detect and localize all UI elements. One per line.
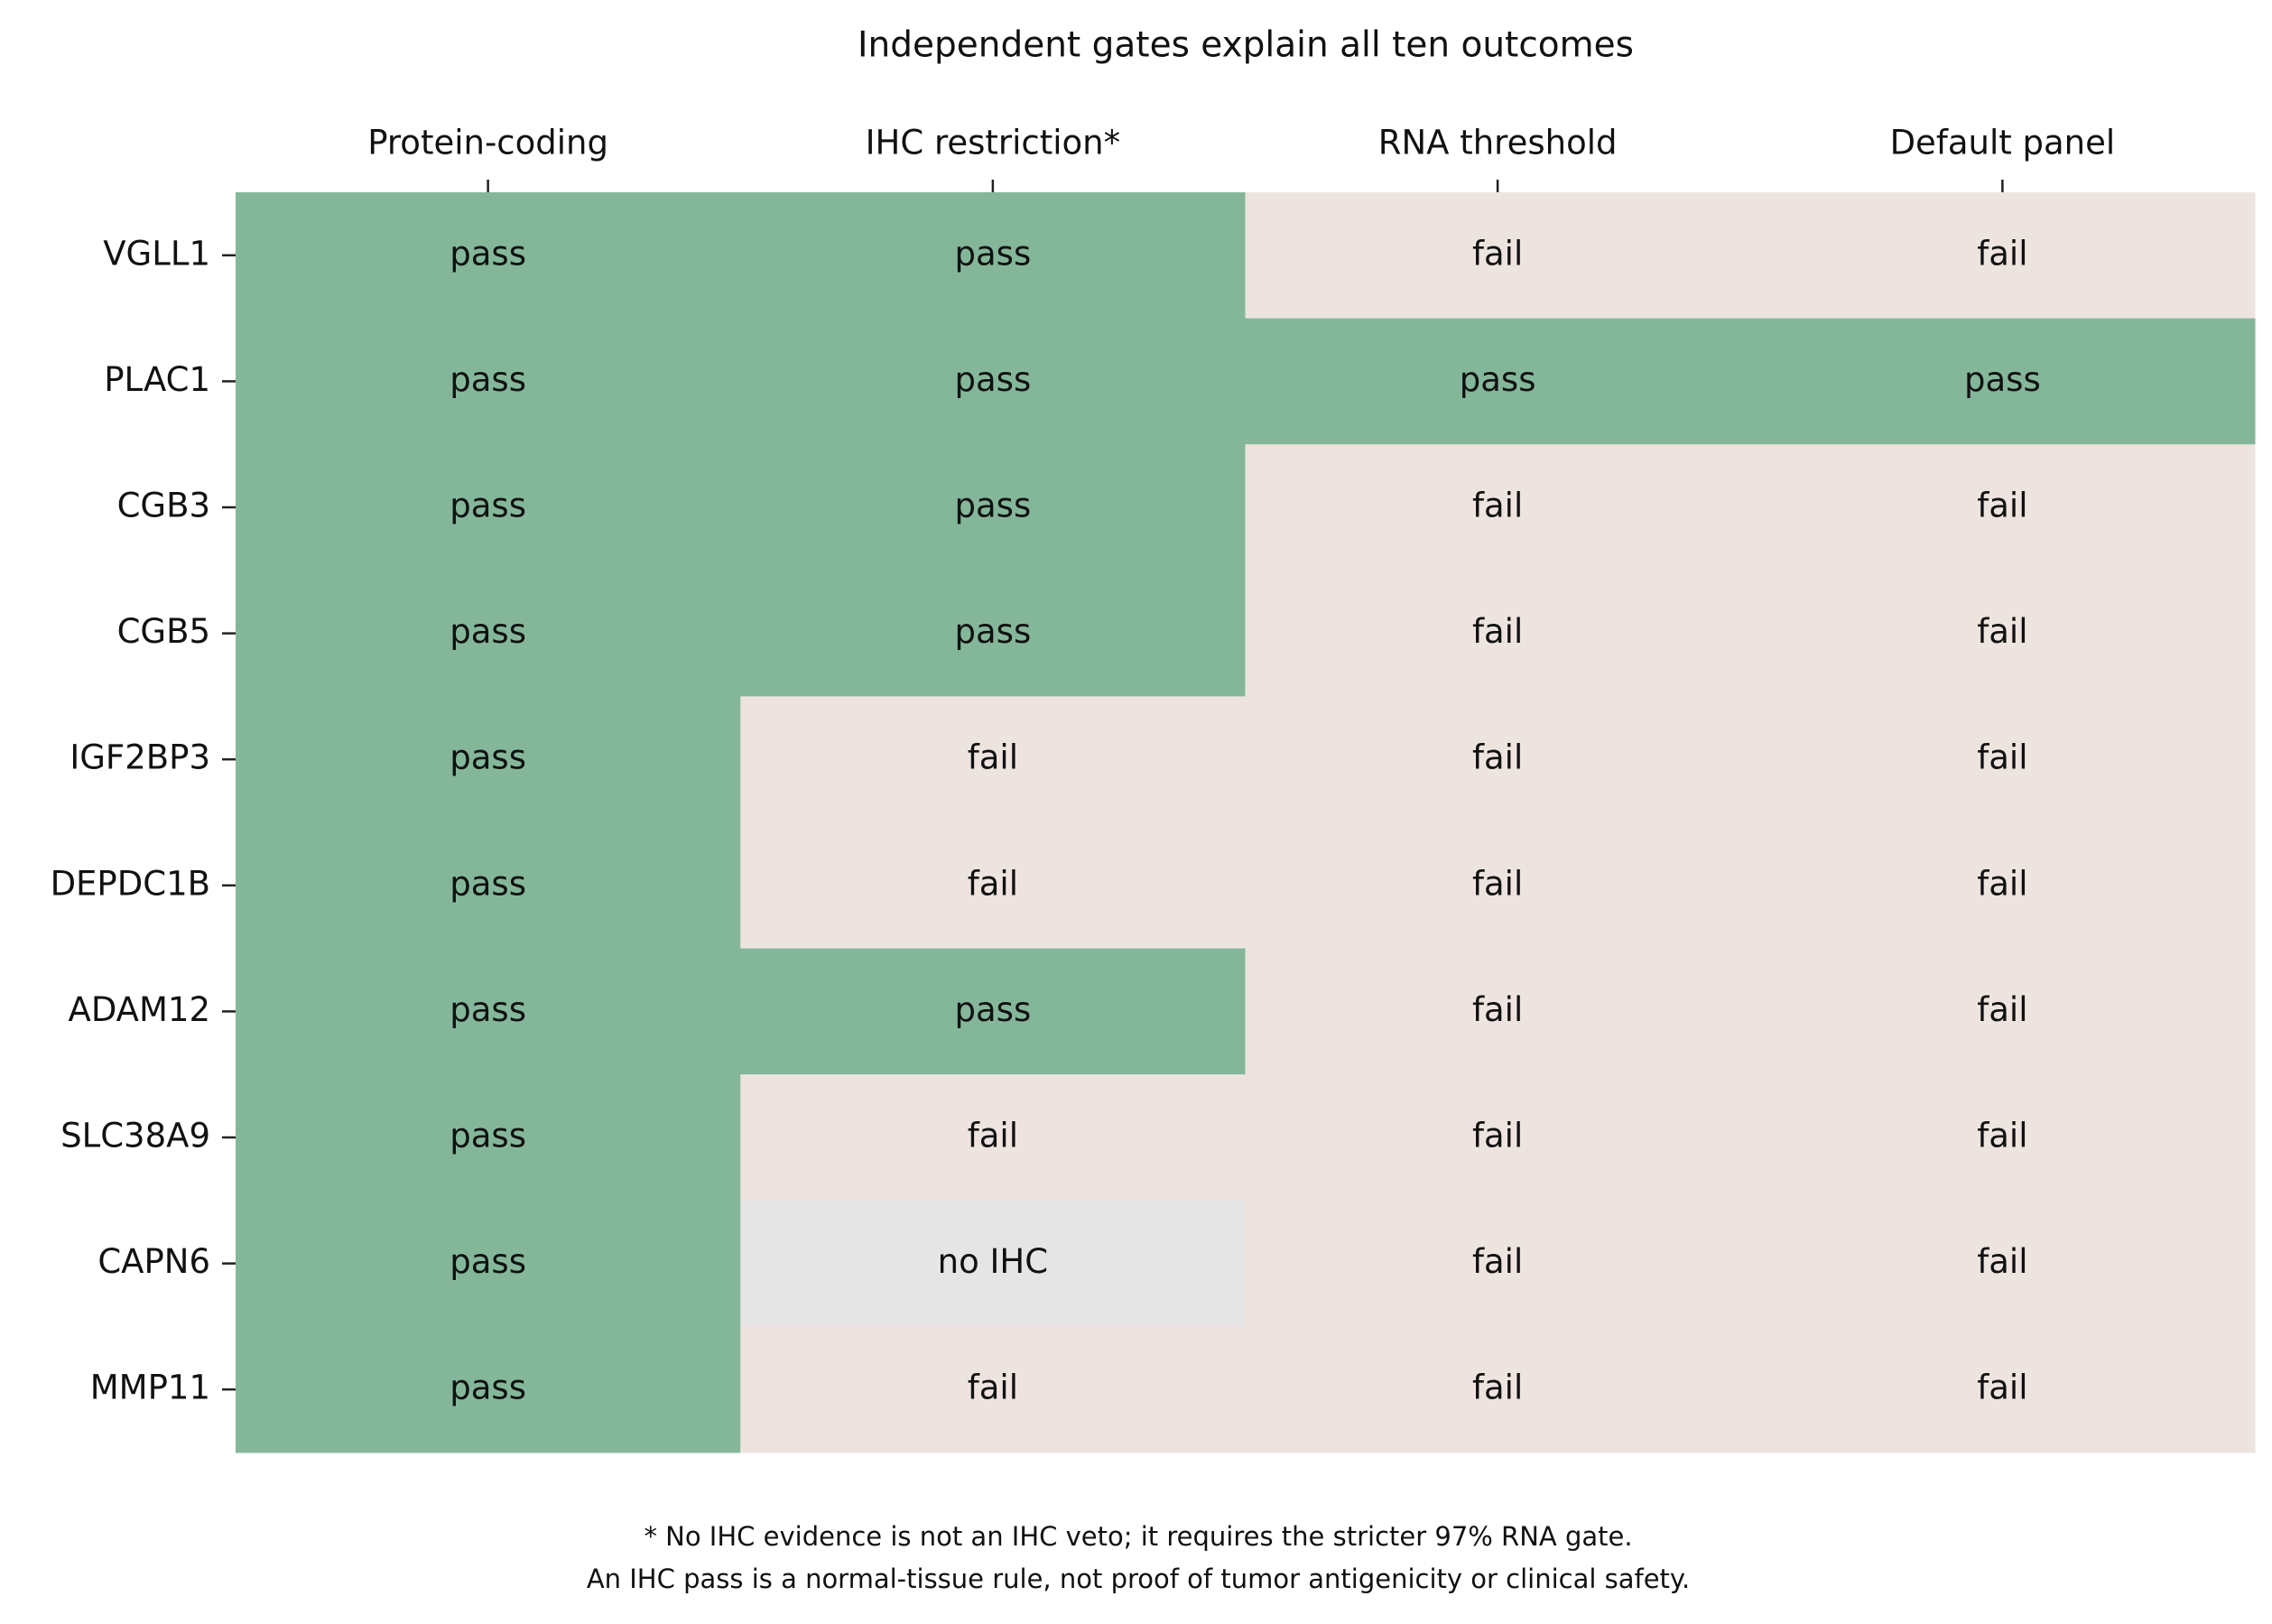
cell-label: pass (450, 1242, 526, 1281)
cell-label: pass (450, 487, 526, 525)
cell (740, 1074, 1246, 1202)
cell (1749, 1074, 2256, 1202)
cell (1245, 696, 1751, 823)
cell (1749, 948, 2256, 1075)
column-label: IHC restriction* (866, 124, 1121, 162)
cell-label: fail (1977, 234, 2027, 273)
cell (1749, 1326, 2256, 1453)
cell-label: fail (1472, 487, 1523, 525)
cell (1749, 822, 2256, 950)
cell-label: fail (968, 864, 1018, 903)
cell (1245, 1200, 1751, 1327)
footnote: * No IHC evidence is not an IHC veto; it… (644, 1521, 1632, 1552)
cell (1245, 1074, 1751, 1202)
row-label: CAPN6 (97, 1242, 210, 1281)
cell (740, 1326, 1246, 1453)
cell (1245, 1326, 1751, 1453)
row-label: SLC38A9 (60, 1117, 210, 1155)
cell-label: fail (1472, 1369, 1523, 1407)
column-label: RNA threshold (1378, 124, 1618, 162)
cell-label: fail (1977, 990, 2027, 1029)
cell-label: fail (1977, 1117, 2027, 1155)
cell (740, 822, 1246, 950)
row-label: IGF2BP3 (70, 738, 210, 777)
cell (740, 570, 1246, 697)
cell-label: pass (955, 612, 1032, 651)
cell (740, 696, 1246, 823)
column-label: Protein-coding (367, 124, 608, 162)
cell-label: fail (1472, 1242, 1523, 1281)
row-label: PLAC1 (104, 360, 210, 399)
cell (1749, 444, 2256, 571)
cell (1245, 318, 1751, 445)
cell-label: fail (1472, 234, 1523, 273)
cell (236, 696, 741, 823)
row-label: CGB3 (117, 487, 210, 525)
cell-label: pass (1964, 360, 2041, 399)
cell (236, 318, 741, 445)
footnote: An IHC pass is a normal-tissue rule, not… (587, 1564, 1690, 1594)
cell (740, 948, 1246, 1075)
cell-label: pass (450, 990, 526, 1029)
cell-label: pass (450, 1117, 526, 1155)
cell (1245, 444, 1751, 571)
cell (1245, 570, 1751, 697)
cell-label: pass (955, 487, 1032, 525)
cell-label: pass (450, 234, 526, 273)
cell (236, 192, 741, 320)
cell (236, 822, 741, 950)
row-label: ADAM12 (69, 990, 210, 1029)
cell-label: no IHC (938, 1242, 1048, 1281)
cell (740, 1200, 1246, 1327)
cell-label: pass (450, 612, 526, 651)
cell-label: fail (1472, 612, 1523, 651)
cell (740, 192, 1246, 320)
cell-label: fail (1472, 864, 1523, 903)
cell (1749, 1200, 2256, 1327)
cell-label: pass (1460, 360, 1536, 399)
cell-label: fail (1472, 738, 1523, 777)
cell (236, 1326, 741, 1453)
cell (1245, 822, 1751, 950)
cell (1749, 318, 2256, 445)
cell-label: fail (1977, 1369, 2027, 1407)
cell (1749, 570, 2256, 697)
cell (236, 570, 741, 697)
cell-label: pass (450, 360, 526, 399)
cell (236, 1074, 741, 1202)
cell-label: pass (450, 1369, 526, 1407)
cell-label: fail (1977, 612, 2027, 651)
cell-label: fail (1977, 864, 2027, 903)
cell-label: fail (1472, 990, 1523, 1029)
row-label: VGLL1 (103, 234, 210, 273)
cell (1245, 192, 1751, 320)
cell-label: pass (955, 360, 1032, 399)
cell-label: pass (450, 864, 526, 903)
cell-label: fail (968, 1369, 1018, 1407)
column-label: Default panel (1890, 124, 2116, 162)
cell-label: fail (1977, 487, 2027, 525)
cell-label: pass (450, 738, 526, 777)
cell (236, 948, 741, 1075)
cell (236, 444, 741, 571)
cell-label: fail (968, 1117, 1018, 1155)
row-label: CGB5 (117, 612, 210, 651)
cell-label: pass (955, 990, 1032, 1029)
row-label: MMP11 (90, 1369, 210, 1407)
cell (1749, 192, 2256, 320)
cell-label: fail (1977, 738, 2027, 777)
cell-label: pass (955, 234, 1032, 273)
cell (740, 444, 1246, 571)
cell (1245, 948, 1751, 1075)
cell-label: fail (1472, 1117, 1523, 1155)
cell-label: fail (968, 738, 1018, 777)
cell (740, 318, 1246, 445)
cell (1749, 696, 2256, 823)
row-label: DEPDC1B (51, 864, 210, 903)
cell (236, 1200, 741, 1327)
chart-title: Independent gates explain all ten outcom… (858, 25, 1634, 66)
cell-label: fail (1977, 1242, 2027, 1281)
